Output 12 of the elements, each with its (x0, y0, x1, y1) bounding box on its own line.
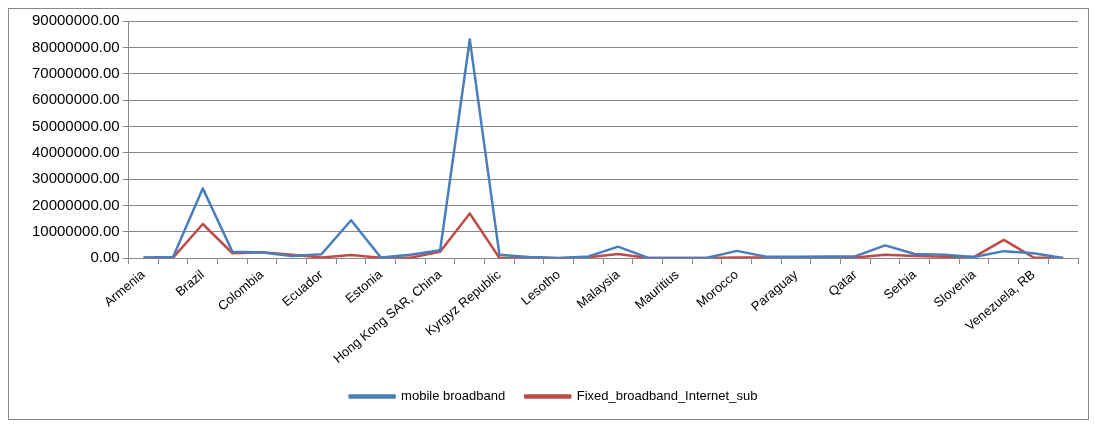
y-tick-label: 90000000.00 (32, 11, 120, 29)
y-tick-label: 0.00 (90, 248, 120, 266)
y-tick-label: 10000000.00 (32, 222, 120, 240)
y-tick-label: 60000000.00 (32, 90, 120, 108)
y-tick-label: 50000000.00 (32, 116, 120, 134)
legend-label: Fixed_broadband_Internet_sub (576, 388, 758, 404)
y-tick-label: 30000000.00 (32, 169, 120, 187)
y-tick-label: 70000000.00 (32, 63, 120, 81)
y-tick-label: 20000000.00 (32, 195, 120, 213)
legend-label: mobile broadband (401, 388, 506, 404)
y-tick-label: 40000000.00 (32, 142, 120, 160)
y-tick-label: 80000000.00 (32, 37, 120, 55)
